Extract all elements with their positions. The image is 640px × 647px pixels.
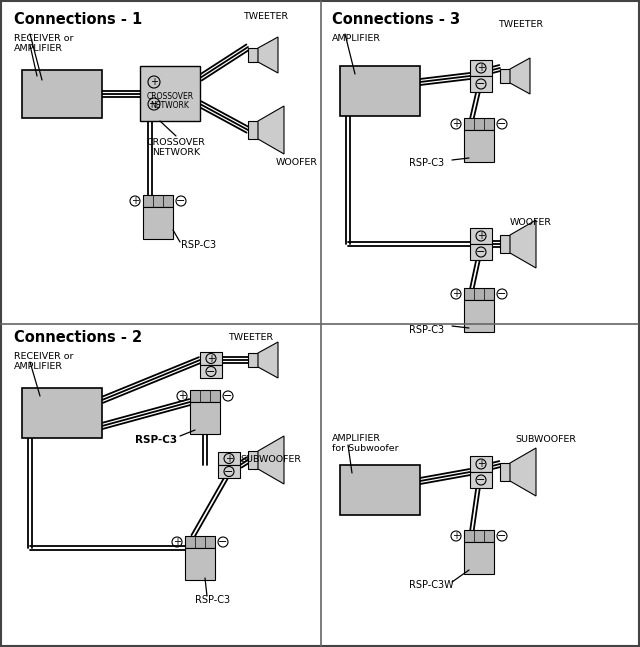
Polygon shape (258, 342, 278, 378)
Text: WOOFER: WOOFER (510, 218, 552, 227)
Bar (248, 353, 258, 367)
Polygon shape (510, 220, 536, 268)
Bar (200, 365, 222, 378)
Bar (464, 288, 494, 300)
Bar (190, 402, 220, 434)
Text: +: + (178, 391, 186, 401)
Bar (464, 530, 494, 542)
Text: Connections - 2: Connections - 2 (14, 330, 142, 345)
Text: RSP-C3: RSP-C3 (409, 158, 444, 168)
Text: AMPLIFIER: AMPLIFIER (332, 434, 381, 443)
Text: −: − (497, 119, 507, 129)
Bar (500, 235, 510, 253)
Text: AMPLIFIER: AMPLIFIER (14, 362, 63, 371)
Text: +: + (477, 459, 485, 469)
Text: +: + (477, 63, 485, 73)
Bar (218, 465, 240, 478)
Text: −: − (476, 475, 486, 485)
Text: +: + (150, 77, 158, 87)
Polygon shape (258, 106, 284, 154)
Text: −: − (476, 79, 486, 89)
Text: −: − (218, 537, 228, 547)
Bar (185, 536, 215, 548)
Text: Connections - 1: Connections - 1 (14, 12, 142, 27)
Text: +: + (225, 454, 233, 463)
Text: NETWORK: NETWORK (150, 101, 189, 110)
Text: Connections - 3: Connections - 3 (332, 12, 460, 27)
Text: SUBWOOFER: SUBWOOFER (515, 435, 576, 444)
Text: +: + (207, 353, 215, 364)
Bar (340, 66, 420, 116)
Bar (470, 456, 492, 472)
Text: RSP-C3: RSP-C3 (195, 595, 230, 605)
Bar (470, 228, 492, 244)
Bar (190, 390, 220, 402)
Text: TWEETER: TWEETER (243, 12, 288, 21)
Bar (22, 388, 102, 438)
Text: RECEIVER or: RECEIVER or (14, 352, 74, 361)
Bar (185, 548, 215, 580)
Text: RSP-C3: RSP-C3 (135, 435, 177, 445)
Text: +: + (452, 119, 460, 129)
Bar (464, 118, 494, 130)
Bar (470, 244, 492, 260)
Text: RECEIVER or: RECEIVER or (14, 34, 74, 43)
Text: −: − (149, 99, 159, 109)
Bar (470, 76, 492, 92)
Text: +: + (477, 231, 485, 241)
Text: +: + (452, 289, 460, 299)
Polygon shape (258, 37, 278, 73)
Text: CROSSOVER: CROSSOVER (147, 92, 193, 101)
Bar (248, 451, 258, 469)
Bar (500, 463, 510, 481)
Bar (470, 60, 492, 76)
Text: TWEETER: TWEETER (498, 20, 543, 29)
Text: RSP-C3W: RSP-C3W (409, 580, 454, 590)
Bar (22, 70, 102, 118)
Text: −: − (176, 196, 186, 206)
Text: NETWORK: NETWORK (152, 148, 200, 157)
Text: −: − (206, 366, 216, 377)
Bar (248, 48, 258, 62)
Text: +: + (452, 531, 460, 541)
Text: AMPLIFIER: AMPLIFIER (14, 44, 63, 53)
Text: CROSSOVER: CROSSOVER (147, 138, 205, 147)
Polygon shape (510, 58, 530, 94)
Text: +: + (131, 196, 139, 206)
Polygon shape (258, 436, 284, 484)
Bar (140, 66, 200, 121)
Bar (470, 472, 492, 488)
Bar (464, 300, 494, 332)
Text: −: − (224, 466, 234, 476)
Text: WOOFER: WOOFER (276, 158, 318, 167)
Text: TWEETER: TWEETER (228, 333, 273, 342)
Bar (464, 130, 494, 162)
Bar (340, 465, 420, 515)
Bar (218, 452, 240, 465)
Text: AMPLIFIER: AMPLIFIER (332, 34, 381, 43)
Bar (143, 207, 173, 239)
Polygon shape (510, 448, 536, 496)
Text: −: − (223, 391, 233, 401)
Bar (143, 195, 173, 207)
Text: for Subwoofer: for Subwoofer (332, 444, 399, 453)
Text: SUBWOOFER: SUBWOOFER (240, 455, 301, 464)
Text: −: − (476, 247, 486, 257)
Text: −: − (497, 531, 507, 541)
Bar (248, 121, 258, 139)
Text: −: − (497, 289, 507, 299)
Bar (500, 69, 510, 83)
Text: +: + (173, 537, 181, 547)
Text: RSP-C3: RSP-C3 (409, 325, 444, 335)
Bar (464, 542, 494, 574)
Bar (200, 352, 222, 365)
Text: RSP-C3: RSP-C3 (181, 240, 216, 250)
